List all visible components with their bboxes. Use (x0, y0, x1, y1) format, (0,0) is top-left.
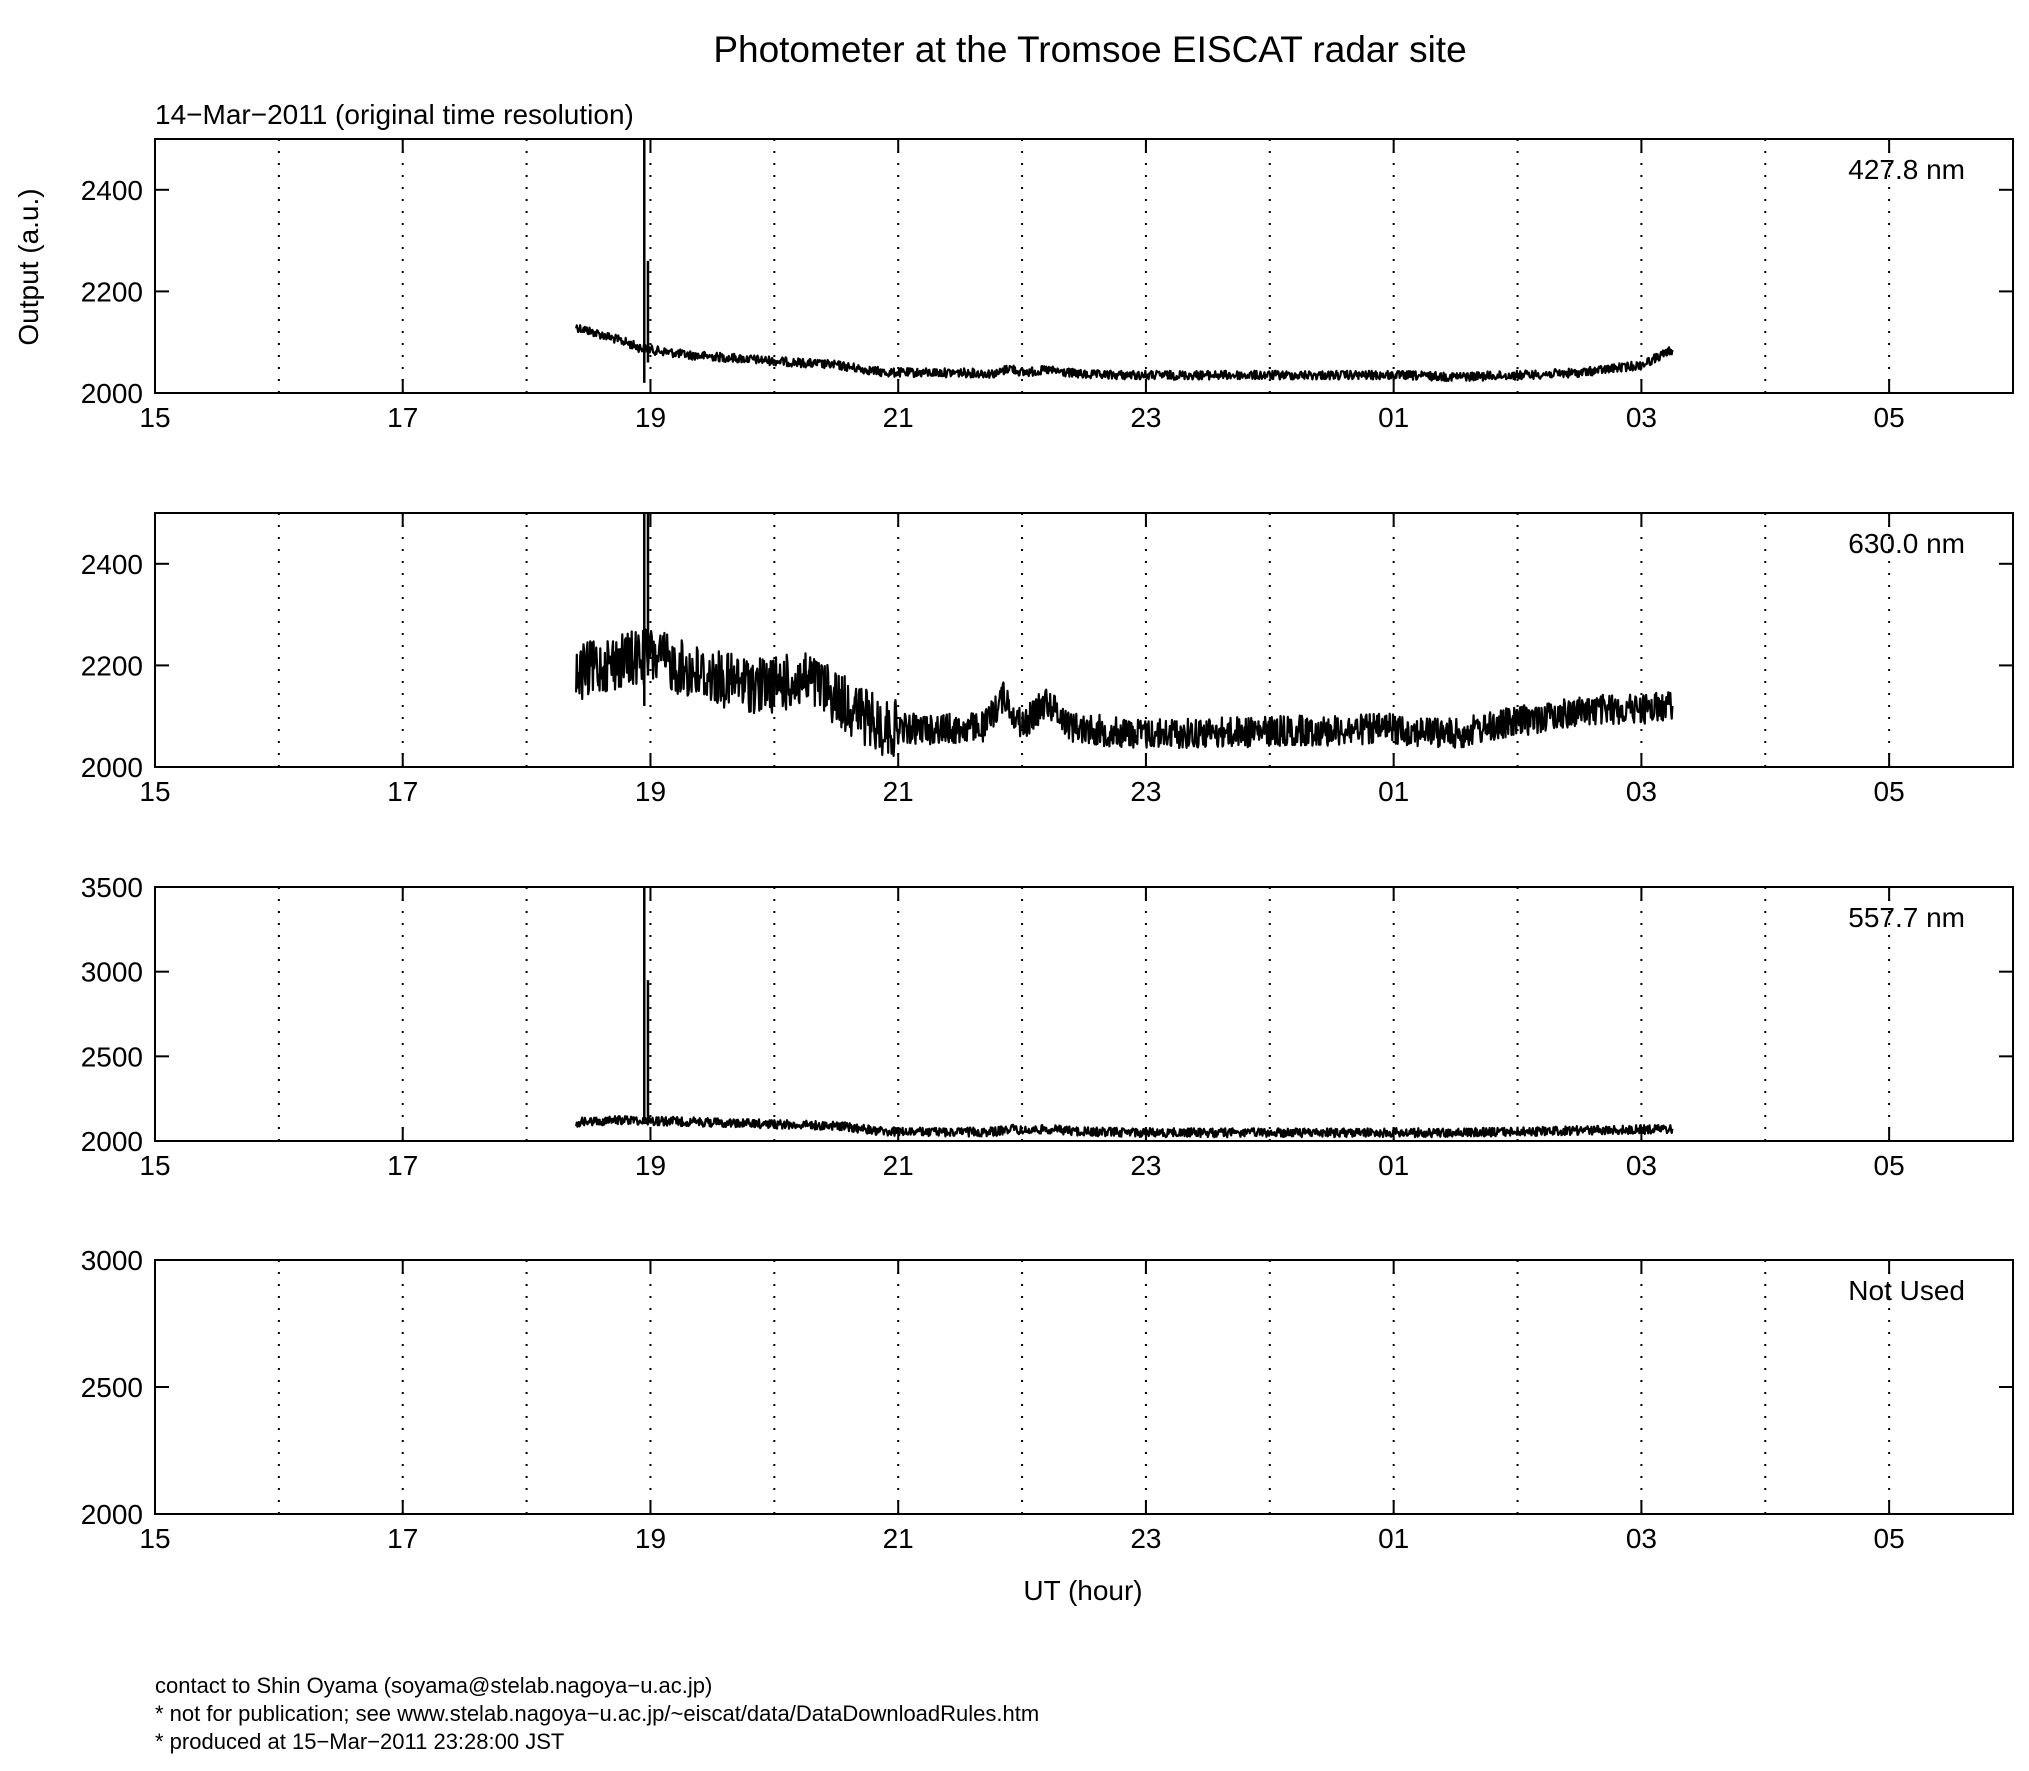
x-tick-label: 15 (139, 402, 170, 433)
y-tick-label: 2000 (81, 752, 143, 783)
x-tick-label: 01 (1378, 1150, 1409, 1181)
x-tick-label: 23 (1130, 1523, 1161, 1554)
panels: 15 17 19 21 23 01 03 05 2000 2200 2400 427.8 nm 15 17… (81, 138, 2014, 1554)
y-tick-label: 2500 (81, 1372, 143, 1403)
y-tick-label: 2200 (81, 276, 143, 307)
panel-traces (575, 139, 1674, 383)
x-tick-label: 15 (139, 776, 170, 807)
x-axis-label: UT (hour) (1023, 1575, 1142, 1606)
x-tick-label: 03 (1626, 776, 1657, 807)
footer-contact: contact to Shin Oyama (soyama@stelab.nag… (155, 1673, 713, 1698)
x-tick-label: 21 (883, 1523, 914, 1554)
panel-label: 427.8 nm (1848, 154, 1965, 185)
y-tick-label: 2200 (81, 650, 143, 681)
x-tick-label: 19 (635, 1523, 666, 1554)
y-tick-label: 3000 (81, 1245, 143, 1276)
y-tick-label: 2400 (81, 175, 143, 206)
x-tick-label: 03 (1626, 1523, 1657, 1554)
panel-label: Not Used (1848, 1275, 1965, 1306)
x-tick-label: 05 (1874, 1150, 1905, 1181)
footer: contact to Shin Oyama (soyama@stelab.nag… (155, 1672, 1039, 1756)
y-tick-label: 2000 (81, 378, 143, 409)
panel-label: 630.0 nm (1848, 528, 1965, 559)
panel-3: 15 17 19 21 23 01 03 05 2000 2500 3000 3500 557.7 nm (81, 872, 2014, 1181)
panel-traces (575, 887, 1674, 1139)
x-tick-label: 21 (883, 1150, 914, 1181)
y-tick-label: 3500 (81, 872, 143, 903)
panel-1: 15 17 19 21 23 01 03 05 2000 2200 2400 427.8 nm (81, 138, 2014, 433)
x-tick-label: 05 (1874, 1523, 1905, 1554)
x-tick-label: 23 (1130, 402, 1161, 433)
y-tick-label: 2000 (81, 1499, 143, 1530)
x-tick-label: 15 (139, 1150, 170, 1181)
x-tick-label: 01 (1378, 776, 1409, 807)
x-tick-label: 19 (635, 776, 666, 807)
y-tick-label: 2000 (81, 1126, 143, 1157)
y-tick-label: 3000 (81, 957, 143, 988)
footer-notice: * not for publication; see www.stelab.na… (155, 1701, 1040, 1726)
x-tick-label: 17 (387, 1523, 418, 1554)
x-tick-label: 05 (1874, 402, 1905, 433)
panel-4: 15 17 19 21 23 01 03 05 2000 2500 3000 Not Used (81, 1245, 2014, 1554)
x-tick-label: 23 (1130, 776, 1161, 807)
panel-frame (154, 1259, 2014, 1515)
x-tick-label: 23 (1130, 1150, 1161, 1181)
x-tick-label: 15 (139, 1523, 170, 1554)
x-tick-label: 17 (387, 402, 418, 433)
panel-frame (154, 138, 2014, 394)
data-trace (575, 324, 1674, 383)
data-trace (575, 1115, 1674, 1139)
x-tick-label: 03 (1626, 402, 1657, 433)
data-trace (575, 628, 1674, 758)
panel-frame (154, 512, 2014, 768)
panel-2: 15 17 19 21 23 01 03 05 2000 2200 2400 630.0 nm (81, 512, 2014, 807)
x-tick-label: 19 (635, 1150, 666, 1181)
x-tick-label: 21 (883, 776, 914, 807)
x-tick-label: 03 (1626, 1150, 1657, 1181)
x-tick-label: 17 (387, 776, 418, 807)
panel-traces (575, 513, 1674, 758)
x-tick-label: 01 (1378, 402, 1409, 433)
chart-subtitle: 14−Mar−2011 (original time resolution) (155, 99, 634, 130)
y-axis-label: Output (a.u.) (13, 188, 44, 345)
x-tick-label: 21 (883, 402, 914, 433)
y-tick-label: 2400 (81, 549, 143, 580)
x-tick-label: 17 (387, 1150, 418, 1181)
panel-frame (154, 886, 2014, 1142)
x-tick-label: 19 (635, 402, 666, 433)
chart-title: Photometer at the Tromsoe EISCAT radar s… (713, 29, 1466, 70)
x-tick-label: 05 (1874, 776, 1905, 807)
x-tick-label: 01 (1378, 1523, 1409, 1554)
footer-produced: * produced at 15−Mar−2011 23:28:00 JST (155, 1729, 565, 1754)
panel-label: 557.7 nm (1848, 902, 1965, 933)
y-tick-label: 2500 (81, 1041, 143, 1072)
